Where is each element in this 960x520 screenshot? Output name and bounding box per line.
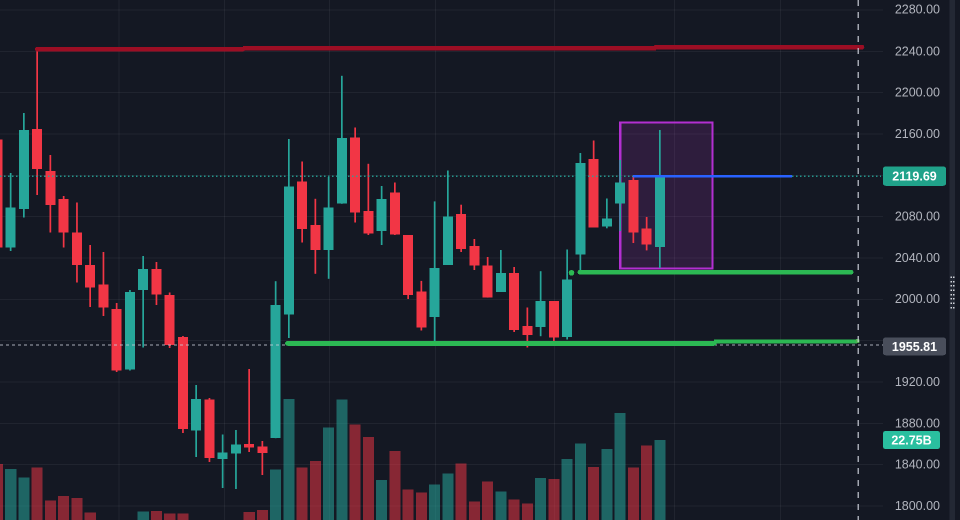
svg-text:1920.00: 1920.00 [895, 375, 940, 389]
svg-text:2280.00: 2280.00 [895, 3, 940, 17]
svg-text:2040.00: 2040.00 [895, 251, 940, 265]
svg-text:2240.00: 2240.00 [895, 44, 940, 58]
svg-text:1800.00: 1800.00 [895, 499, 940, 513]
svg-text:1880.00: 1880.00 [895, 416, 940, 430]
svg-text:2200.00: 2200.00 [895, 86, 940, 100]
svg-text:1840.00: 1840.00 [895, 458, 940, 472]
svg-text:2160.00: 2160.00 [895, 127, 940, 141]
svg-text:1955.81: 1955.81 [892, 340, 937, 354]
svg-text:2000.00: 2000.00 [895, 292, 940, 306]
svg-text:2119.69: 2119.69 [892, 170, 937, 184]
svg-text:22.75B: 22.75B [891, 433, 931, 447]
svg-text:2080.00: 2080.00 [895, 210, 940, 224]
